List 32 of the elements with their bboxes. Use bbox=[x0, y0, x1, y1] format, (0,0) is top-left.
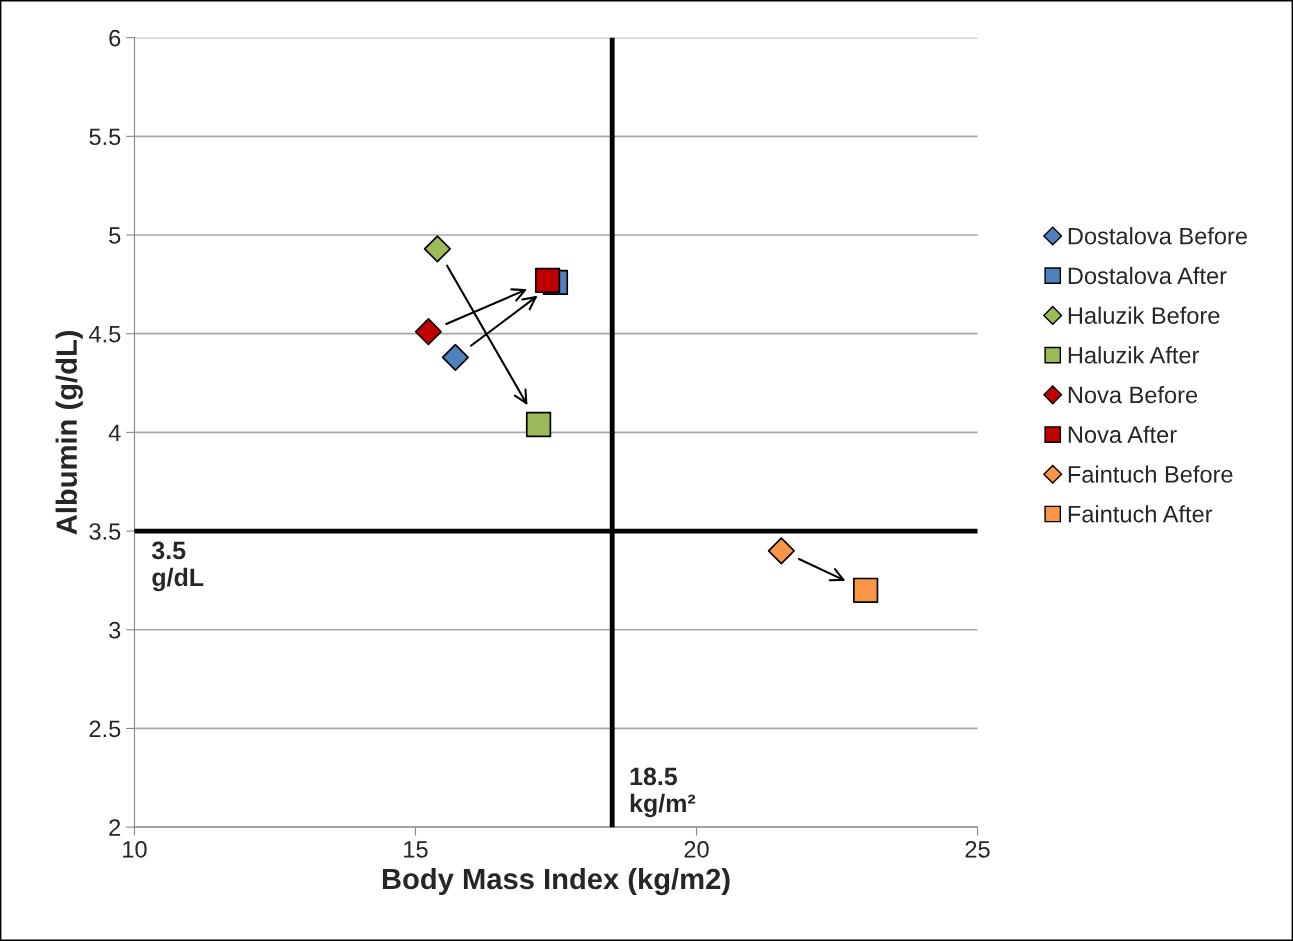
legend-label: Nova After bbox=[1068, 425, 1177, 444]
y-tick-label: 6 bbox=[109, 29, 121, 47]
x-axis-title: Body Mass Index (kg/m2) bbox=[382, 867, 730, 896]
y-tick-label: 4 bbox=[108, 424, 121, 441]
point bbox=[525, 411, 552, 438]
point bbox=[423, 235, 452, 263]
x-tick-label: 15 bbox=[404, 841, 428, 858]
x-tick-label: 10 bbox=[123, 840, 147, 858]
legend-label: Dostalova Before bbox=[1068, 227, 1247, 245]
y-tick-label: 5.5 bbox=[89, 128, 121, 146]
y-tick-label: 4.5 bbox=[89, 326, 121, 343]
legend-label: Faintuch After bbox=[1068, 505, 1213, 523]
point bbox=[414, 318, 443, 346]
x-tick-label: 20 bbox=[684, 840, 709, 858]
y-tick-label: 3.5 bbox=[89, 523, 121, 540]
ref-line-label: 18.5 kg/m² bbox=[630, 767, 696, 818]
y-axis-title: Albumin (g/dL) bbox=[55, 330, 83, 535]
point bbox=[853, 577, 879, 603]
legend-label: Nova Before bbox=[1068, 386, 1198, 404]
point bbox=[534, 267, 561, 294]
y-tick-label: 3 bbox=[109, 621, 121, 639]
y-tick-label: 2.5 bbox=[89, 720, 121, 738]
y-tick-label: 2 bbox=[109, 819, 121, 836]
legend-label: Haluzik After bbox=[1068, 346, 1200, 364]
x-tick-label: 25 bbox=[965, 840, 990, 858]
y-tick-label: 5 bbox=[109, 227, 121, 244]
legend-label: Faintuch Before bbox=[1068, 465, 1233, 483]
ref-line-label: 3.5 g/dL bbox=[151, 541, 204, 592]
point bbox=[767, 537, 795, 565]
point bbox=[441, 343, 469, 371]
legend-label: Haluzik Before bbox=[1068, 306, 1220, 324]
legend-label: Dostalova After bbox=[1068, 266, 1227, 285]
